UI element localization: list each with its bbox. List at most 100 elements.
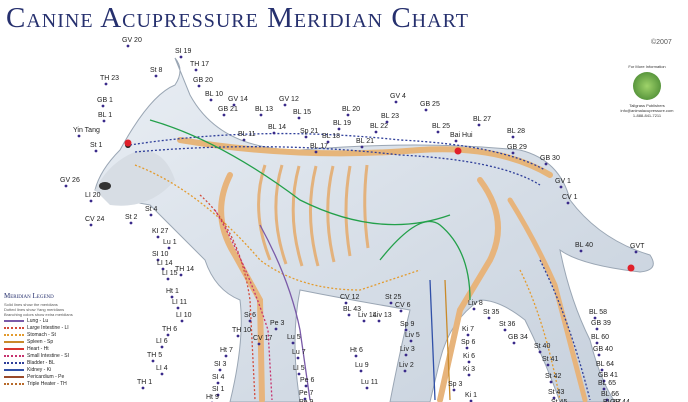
acupoint-dot [303,397,307,401]
gvt-point-marker [627,264,635,272]
acupoint-dot [469,399,473,402]
acupoint-label-gb30: GB 30 [540,155,560,162]
acupoint-label-ht6: Ht 6 [350,347,363,354]
acupoint-label-bl10: BL 10 [205,91,223,98]
logo-emblem-icon [633,72,661,100]
copyright: ©2007 [651,39,672,46]
acupoint-dot [156,235,160,239]
acupoint-dot [102,119,106,123]
acupoint-dot [365,386,369,390]
acupoint-label-gv20: GV 20 [122,37,142,44]
acupoint-label-th5: TH 5 [147,352,162,359]
acupoint-dot [104,82,108,86]
acupoint-dot [487,316,491,320]
acupoint-label-liv13: Liv 13 [373,312,392,319]
acupoint-label-th6: TH 6 [162,326,177,333]
acupoint-label-st36: St 36 [499,321,515,328]
legend-item: Heart - Ht [4,345,94,352]
legend-swatch-icon [4,375,24,378]
acupoint-label-liv3: Liv 3 [400,346,415,353]
logo-line: info@animalacupressure.com [620,108,674,113]
acupoint-dot [511,151,515,155]
acupoint-dot [634,250,638,254]
acupoint-dot [141,386,145,390]
acupoint-label-ht7: Ht 7 [220,347,233,354]
acupoint-label-bl1: BL 1 [98,112,112,119]
acupoint-label-li5: LI 5 [293,365,305,372]
acupoint-label-bl40: BL 40 [575,242,593,249]
legend-item: Small Intestine - SI [4,352,94,359]
acupoint-label-cv12: CV 12 [340,294,360,301]
legend-item: Stomach - St [4,331,94,338]
acupoint-label-si10: SI 10 [152,251,168,258]
acupoint-label-pe7: Pe 7 [299,390,314,397]
acupoint-dot [167,246,171,250]
acupoint-label-st40: St 40 [534,343,550,350]
acupoint-dot [602,379,606,383]
acupoint-dot [296,356,300,360]
legend-item-label: Lung - Lu [27,317,49,324]
acupoint-dot [467,360,471,364]
legend-swatch-icon [4,354,24,357]
acupoint-label-gb41: GB 41 [598,372,618,379]
acupoint-dot [166,333,170,337]
acupoint-dot [593,316,597,320]
acupoint-label-gb25: GB 25 [420,101,440,108]
acupoint-dot [597,353,601,357]
acupoint-dot [559,185,563,189]
acupoint-dot [89,223,93,227]
acupoint-dot [224,354,228,358]
acupoint-label-bl64: BL 64 [596,361,614,368]
acupoint-label-pe9: Pe 9 [299,399,314,402]
acupoint-dot [354,354,358,358]
acupoint-label-th1: TH 1 [137,379,152,386]
legend-item-label: Heart - Ht [27,345,49,352]
acupoint-dot [161,267,165,271]
acupoint-label-sp6: Sp 6 [461,339,476,346]
acupoint-label-gb29: GB 29 [507,144,527,151]
acupoint-label-gb20: GB 20 [193,77,213,84]
acupoint-dot [404,353,408,357]
acupoint-dot [314,150,318,154]
meridian-legend: Meridian Legend Solid lines show the mer… [4,292,94,387]
acupoint-label-bl17: BL 17 [310,143,328,150]
acupoint-dot [552,396,556,400]
legend-swatch-icon [4,333,24,336]
acupoint-dot [156,258,160,262]
acupoint-dot [242,138,246,142]
acupoint-dot [304,384,308,388]
ribcage [257,164,370,267]
acupoint-label-th14: TH 14 [175,266,194,273]
acupoint-label-liv5: Liv 5 [405,332,420,339]
legend-title: Meridian Legend [4,292,54,300]
acupoint-dot [197,84,201,88]
acupoint-dot [218,368,222,372]
legend-swatch-icon [4,326,24,329]
legend-item: Large Intestine - LI [4,324,94,331]
legend-item: Lung - Lu [4,317,94,324]
acupoint-dot [436,130,440,134]
acupoint-dot [77,134,81,138]
acupoint-dot [274,327,278,331]
dog-silhouette [94,57,654,402]
acupoint-label-bl67: BL 67 [603,399,621,402]
acupoint-label-ki7: Ki 7 [462,326,474,333]
acupoint-label-sp3: Sp 3 [448,381,463,388]
acupoint-label-li4: LI 4 [156,365,168,372]
acupoint-dot [403,369,407,373]
acupoint-dot [176,306,180,310]
acupoint-dot [344,301,348,305]
acupoint-dot [236,334,240,338]
legend-item-label: Small Intestine - SI [27,352,69,359]
acupoint-dot [222,113,226,117]
acupoint-label-si3: SI 3 [214,361,227,368]
acupoint-label-bl23: BL 23 [381,113,399,120]
publisher-logo: For More Information Tallgrass Publisher… [616,64,678,118]
acupoint-dot [272,131,276,135]
acupoint-label-gb21: GB 21 [218,106,238,113]
acupoint-dot [160,372,164,376]
legend-swatch-icon [4,340,24,343]
acupoint-label-cv6: CV 6 [395,302,411,309]
legend-item: Kidney - Ki [4,366,94,373]
